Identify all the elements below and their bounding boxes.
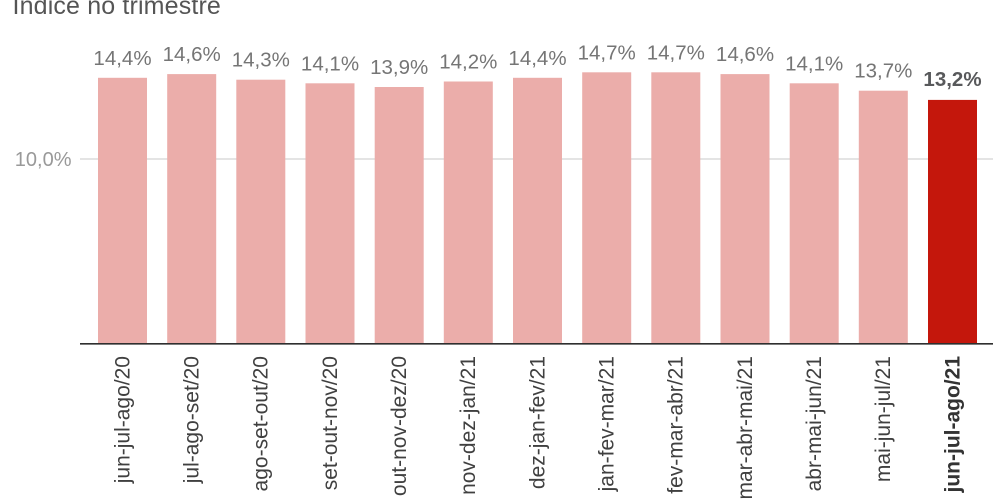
- svg-text:set-out-nov/20: set-out-nov/20: [319, 356, 342, 490]
- svg-text:14,4%: 14,4%: [508, 47, 566, 70]
- svg-text:14,4%: 14,4%: [93, 47, 151, 70]
- svg-text:jun-jul-ago/20: jun-jul-ago/20: [111, 356, 134, 484]
- svg-text:mai-jun-jul/21: mai-jun-jul/21: [872, 356, 895, 482]
- svg-text:out-nov-dez/20: out-nov-dez/20: [388, 356, 411, 496]
- svg-text:nov-dez-jan/21: nov-dez-jan/21: [457, 356, 480, 495]
- svg-text:13,2%: 13,2%: [923, 68, 981, 91]
- svg-text:10,0%: 10,0%: [15, 149, 72, 171]
- svg-text:14,7%: 14,7%: [647, 41, 705, 64]
- svg-text:14,3%: 14,3%: [232, 49, 290, 72]
- svg-text:jun-jul-ago/21: jun-jul-ago/21: [941, 356, 964, 494]
- svg-text:14,2%: 14,2%: [439, 51, 497, 74]
- svg-text:13,9%: 13,9%: [370, 56, 428, 79]
- svg-text:mar-abr-mai/21: mar-abr-mai/21: [734, 356, 757, 500]
- svg-text:14,6%: 14,6%: [163, 43, 221, 66]
- svg-text:14,1%: 14,1%: [785, 52, 843, 75]
- svg-text:ago-set-out/20: ago-set-out/20: [250, 356, 273, 491]
- svg-text:14,7%: 14,7%: [578, 41, 636, 64]
- svg-text:14,6%: 14,6%: [716, 43, 774, 66]
- svg-text:jul-ago-set/20: jul-ago-set/20: [181, 356, 204, 484]
- svg-text:fev-mar-abr/21: fev-mar-abr/21: [665, 356, 688, 494]
- svg-text:Índice no trimestre: Índice no trimestre: [13, 0, 222, 20]
- svg-text:abr-mai-jun/21: abr-mai-jun/21: [803, 356, 826, 491]
- svg-text:14,1%: 14,1%: [301, 52, 359, 75]
- svg-text:dez-jan-fev/21: dez-jan-fev/21: [526, 356, 549, 489]
- svg-text:13,7%: 13,7%: [854, 60, 912, 83]
- svg-text:jan-fev-mar/21: jan-fev-mar/21: [596, 356, 619, 492]
